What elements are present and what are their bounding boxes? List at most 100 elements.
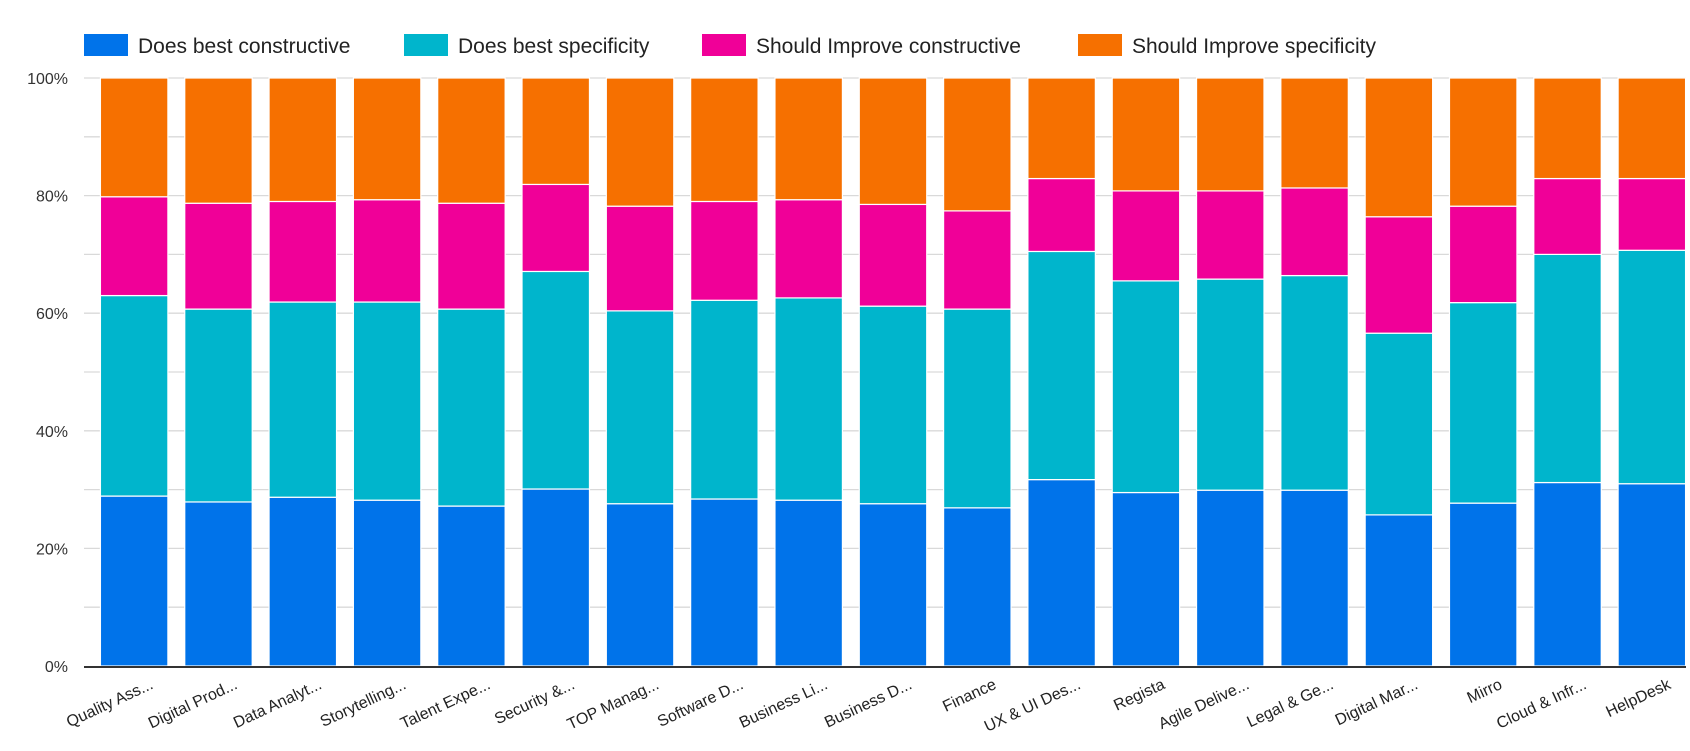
bar-stack[interactable]	[521, 77, 591, 667]
bar-segment[interactable]	[1448, 77, 1518, 207]
bar-segment[interactable]	[521, 183, 591, 273]
bar-segment[interactable]	[942, 507, 1012, 667]
bar-segment[interactable]	[1280, 274, 1349, 491]
bar-segment[interactable]	[690, 200, 759, 301]
bar-segment[interactable]	[774, 77, 844, 201]
bar-segment[interactable]	[605, 503, 675, 667]
bar-segment[interactable]	[99, 294, 169, 497]
bar-segment[interactable]	[352, 301, 422, 501]
bar-stack[interactable]	[1195, 77, 1265, 667]
bar-segment[interactable]	[1027, 479, 1096, 667]
bar-segment[interactable]	[605, 310, 675, 505]
bar-segment[interactable]	[352, 499, 422, 667]
bar-stack[interactable]	[1617, 77, 1687, 667]
bar-segment[interactable]	[1195, 489, 1265, 667]
bar-segment[interactable]	[1448, 502, 1518, 667]
bar-segment[interactable]	[99, 196, 169, 297]
bar-segment[interactable]	[521, 77, 591, 186]
bar-segment[interactable]	[1448, 302, 1518, 504]
bar-segment[interactable]	[1364, 514, 1434, 667]
bar-stack[interactable]	[690, 77, 759, 667]
bar-segment[interactable]	[1027, 250, 1096, 481]
bar-segment[interactable]	[1111, 190, 1181, 282]
bar-segment[interactable]	[1111, 280, 1181, 494]
bar-segment[interactable]	[858, 203, 928, 307]
bar-segment[interactable]	[1533, 177, 1602, 256]
legend-item[interactable]: Should Improve constructive	[702, 34, 1021, 58]
legend-item[interactable]: Does best constructive	[84, 34, 350, 58]
bar-stack[interactable]	[268, 77, 338, 667]
bar-segment[interactable]	[268, 301, 338, 498]
bar-segment[interactable]	[437, 77, 506, 204]
bar-segment[interactable]	[1364, 77, 1434, 218]
bar-segment[interactable]	[1533, 253, 1602, 484]
bar-segment[interactable]	[352, 77, 422, 201]
bar-segment[interactable]	[1280, 187, 1349, 277]
bar-segment[interactable]	[605, 77, 675, 207]
bar-segment[interactable]	[352, 199, 422, 303]
bar-segment[interactable]	[942, 77, 1012, 212]
bar-segment[interactable]	[1027, 77, 1096, 180]
bar-stack[interactable]	[1364, 77, 1434, 667]
bar-segment[interactable]	[437, 202, 506, 310]
bar-segment[interactable]	[1195, 77, 1265, 192]
bar-segment[interactable]	[858, 77, 928, 206]
bar-segment[interactable]	[1617, 483, 1687, 667]
bar-stack[interactable]	[99, 77, 169, 667]
bar-segment[interactable]	[268, 200, 338, 303]
bar-stack[interactable]	[437, 77, 506, 667]
bar-segment[interactable]	[1533, 481, 1602, 667]
bar-segment[interactable]	[521, 488, 591, 667]
bar-segment[interactable]	[942, 308, 1012, 509]
bar-segment[interactable]	[605, 205, 675, 312]
bar-segment[interactable]	[1280, 489, 1349, 667]
legend-item[interactable]: Should Improve specificity	[1078, 34, 1376, 58]
bar-segment[interactable]	[858, 503, 928, 667]
bar-stack[interactable]	[942, 77, 1012, 667]
bar-segment[interactable]	[1027, 177, 1096, 253]
bar-stack[interactable]	[1027, 77, 1096, 667]
bar-segment[interactable]	[774, 499, 844, 667]
bar-stack[interactable]	[774, 77, 844, 667]
bar-stack[interactable]	[184, 77, 253, 667]
bar-stack[interactable]	[352, 77, 422, 667]
bar-segment[interactable]	[774, 297, 844, 501]
bar-segment[interactable]	[1280, 77, 1349, 189]
bar-segment[interactable]	[690, 299, 759, 500]
bar-stack[interactable]	[1448, 77, 1518, 667]
bar-segment[interactable]	[437, 308, 506, 507]
bar-segment[interactable]	[942, 210, 1012, 310]
bar-segment[interactable]	[1617, 249, 1687, 485]
bar-segment[interactable]	[99, 77, 169, 198]
bar-stack[interactable]	[605, 77, 675, 667]
bar-segment[interactable]	[1448, 205, 1518, 304]
bar-segment[interactable]	[268, 496, 338, 667]
bar-segment[interactable]	[437, 505, 506, 667]
bar-segment[interactable]	[184, 501, 253, 667]
bar-stack[interactable]	[1533, 77, 1602, 667]
bar-segment[interactable]	[1364, 332, 1434, 516]
bar-segment[interactable]	[184, 202, 253, 310]
bar-segment[interactable]	[184, 308, 253, 503]
bar-segment[interactable]	[1111, 77, 1181, 192]
bar-stack[interactable]	[858, 77, 928, 667]
bar-segment[interactable]	[99, 495, 169, 667]
bar-segment[interactable]	[774, 199, 844, 299]
bar-segment[interactable]	[1195, 190, 1265, 280]
bar-segment[interactable]	[184, 77, 253, 204]
bar-stack[interactable]	[1280, 77, 1349, 667]
legend-item[interactable]: Does best specificity	[404, 34, 650, 58]
bar-segment[interactable]	[268, 77, 338, 203]
legend-label: Should Improve specificity	[1132, 35, 1376, 58]
bar-segment[interactable]	[1195, 278, 1265, 491]
bar-segment[interactable]	[690, 498, 759, 667]
bar-segment[interactable]	[1533, 77, 1602, 180]
bar-stack[interactable]	[1111, 77, 1181, 667]
bar-segment[interactable]	[1364, 216, 1434, 334]
bar-segment[interactable]	[1617, 177, 1687, 251]
bar-segment[interactable]	[521, 270, 591, 490]
bar-segment[interactable]	[690, 77, 759, 203]
bar-segment[interactable]	[1617, 77, 1687, 180]
bar-segment[interactable]	[858, 305, 928, 505]
bar-segment[interactable]	[1111, 491, 1181, 667]
